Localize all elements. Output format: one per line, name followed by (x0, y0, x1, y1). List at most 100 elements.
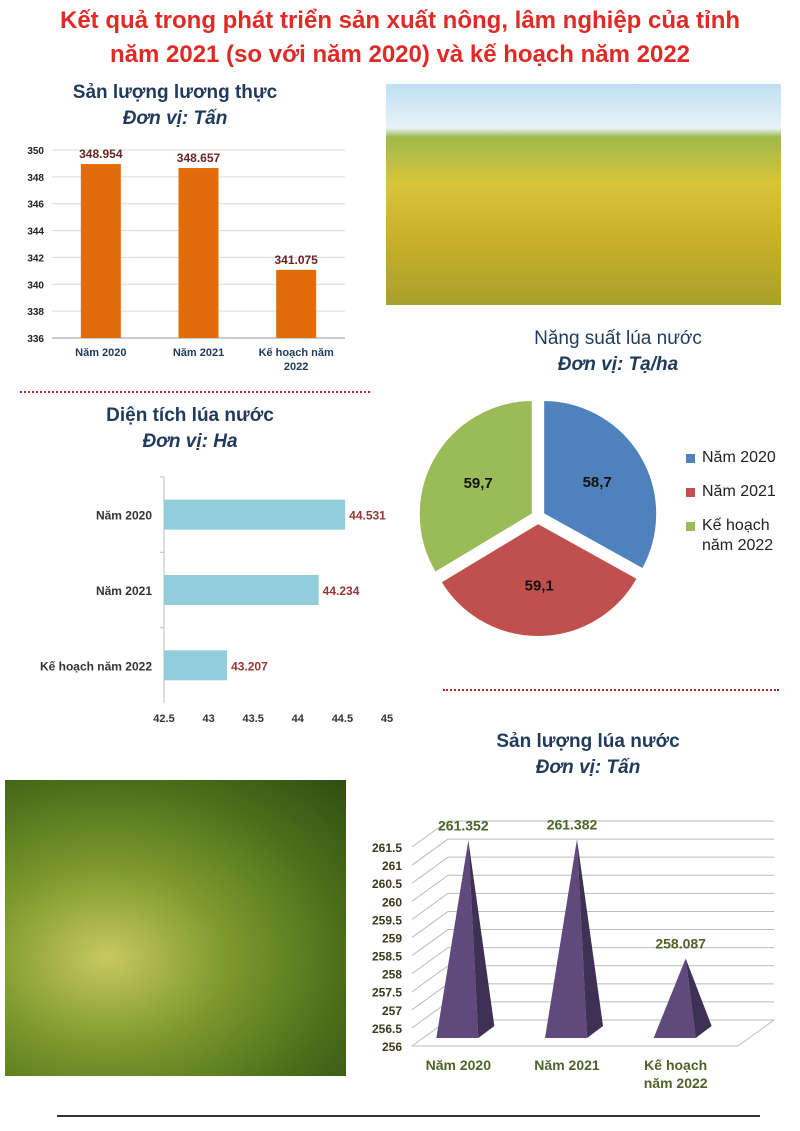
y-tick-label: 342 (27, 253, 44, 264)
chart2-title-text: Diện tích lúa nước (106, 405, 274, 426)
y-tick-label: 344 (27, 227, 44, 238)
y-tick-label: 259 (382, 931, 402, 945)
y-tick-label: 258.5 (372, 950, 402, 964)
legend-item-2020: Năm 2020 (686, 448, 797, 468)
legend-swatch (686, 522, 695, 531)
gridline (411, 892, 449, 920)
pyramid-side (577, 839, 603, 1038)
y-tick-label: 261 (382, 859, 402, 873)
data-label: 261.352 (438, 817, 489, 833)
pyramid-side (685, 958, 712, 1038)
legend-item-2022: Kế hoạch năm 2022 (686, 516, 797, 556)
pie-legend: Năm 2020 Năm 2021 Kế hoạch năm 2022 (686, 448, 797, 570)
title-line-1: Kết quả trong phát triển sản xuất nông, … (59, 7, 741, 34)
x-tick-label: Năm 2021 (173, 347, 224, 359)
data-label: 341.075 (274, 253, 318, 267)
pie-slice (439, 521, 640, 638)
data-label: 59,7 (464, 475, 493, 492)
y-tick-label: 336 (27, 334, 44, 345)
x-tick-label: 43 (202, 713, 214, 725)
floor-edge (737, 1019, 775, 1047)
rice-harvest-photo (386, 84, 781, 305)
gridline (411, 874, 449, 902)
bar (164, 499, 346, 530)
legend-label: Kế hoạch năm 2022 (702, 517, 774, 554)
bar (276, 269, 317, 338)
x-tick-label: 44.5 (332, 713, 353, 725)
y-tick-label: 340 (27, 280, 44, 291)
x-tick-label: 2022 (284, 361, 308, 373)
gridline (411, 983, 449, 1011)
legend-label: Năm 2021 (702, 483, 776, 500)
rice-plant-photo (5, 780, 346, 1076)
y-tick-label: 257.5 (372, 986, 402, 1000)
chart3-unit: Đơn vị: Tạ/ha (557, 354, 679, 375)
y-tick-label: 346 (27, 200, 44, 211)
pyramid-front (545, 839, 587, 1038)
x-tick-label: 43.5 (242, 713, 263, 725)
data-label: 44.531 (349, 509, 386, 523)
x-tick-label: Kế hoạch (644, 1057, 707, 1073)
data-label: 59,1 (525, 578, 554, 595)
footer-rule (57, 1115, 760, 1117)
pyramid-front (653, 958, 696, 1038)
bar (164, 650, 228, 681)
y-tick-label: 257 (382, 1004, 402, 1018)
y-tick-label: Năm 2021 (96, 584, 152, 598)
x-tick-label: Năm 2021 (534, 1057, 600, 1073)
legend-label: Năm 2020 (702, 449, 776, 466)
y-tick-label: 256.5 (372, 1022, 402, 1036)
x-tick-label: Năm 2020 (426, 1057, 492, 1073)
bar (80, 164, 121, 338)
y-tick-label: 350 (27, 146, 44, 157)
pie-slice (417, 399, 534, 575)
gridline (411, 965, 449, 993)
chart3-title-text: Năng suất lúa nước (534, 328, 702, 349)
chart2-unit: Đơn vị: Ha (142, 431, 238, 452)
y-tick-label: 259.5 (372, 913, 402, 927)
y-tick-label: 261.5 (372, 841, 402, 855)
pyramid-side (468, 840, 495, 1038)
data-label: 261.382 (547, 816, 598, 832)
infographic-title: Kết quả trong phát triển sản xuất nông, … (0, 4, 800, 72)
y-tick-label: 260 (382, 895, 402, 909)
chart3-title: Năng suất lúa nước Đơn vị: Tạ/ha (460, 326, 776, 378)
y-tick-label: 338 (27, 307, 44, 318)
y-tick-label: 348 (27, 173, 44, 184)
legend-swatch (686, 454, 695, 463)
x-tick-label: năm 2022 (644, 1075, 708, 1091)
x-tick-label: 45 (381, 713, 393, 725)
pyramid-front (436, 840, 479, 1038)
pie-slice (542, 398, 659, 571)
chart1-title: Sản lượng lương thực Đơn vị: Tấn (20, 80, 330, 132)
gridline (411, 929, 449, 956)
gridline (411, 856, 449, 884)
title-line-2: năm 2021 (so với năm 2020) và kế hoạch n… (109, 41, 691, 68)
data-label: 43.207 (231, 659, 268, 673)
chart2-title: Diện tích lúa nước Đơn vị: Ha (30, 403, 350, 455)
x-tick-label: 42.5 (153, 713, 174, 725)
x-tick-label: 44 (292, 713, 305, 725)
chart1-unit: Đơn vị: Tấn (122, 108, 228, 129)
gridline (411, 947, 449, 975)
data-label: 44.234 (323, 584, 360, 598)
y-tick-label: 260.5 (372, 877, 402, 891)
gridline (411, 838, 449, 866)
bar (178, 168, 219, 338)
chart4-title: Sản lượng lúa nước Đơn vị: Tấn (430, 729, 746, 781)
bar (164, 575, 319, 605)
data-label: 258.087 (655, 935, 706, 951)
y-tick-label: Năm 2020 (96, 509, 152, 523)
y-tick-label: 256 (382, 1040, 402, 1054)
legend-item-2021: Năm 2021 (686, 482, 797, 502)
gridline (411, 820, 449, 848)
chart1-title-text: Sản lượng lương thực (72, 82, 278, 103)
chart4-title-text: Sản lượng lúa nước (496, 731, 680, 752)
chart4-unit: Đơn vị: Tấn (535, 757, 641, 778)
gridline (411, 911, 449, 938)
divider-right (443, 689, 779, 691)
divider-left (20, 391, 370, 393)
legend-swatch (686, 488, 695, 497)
